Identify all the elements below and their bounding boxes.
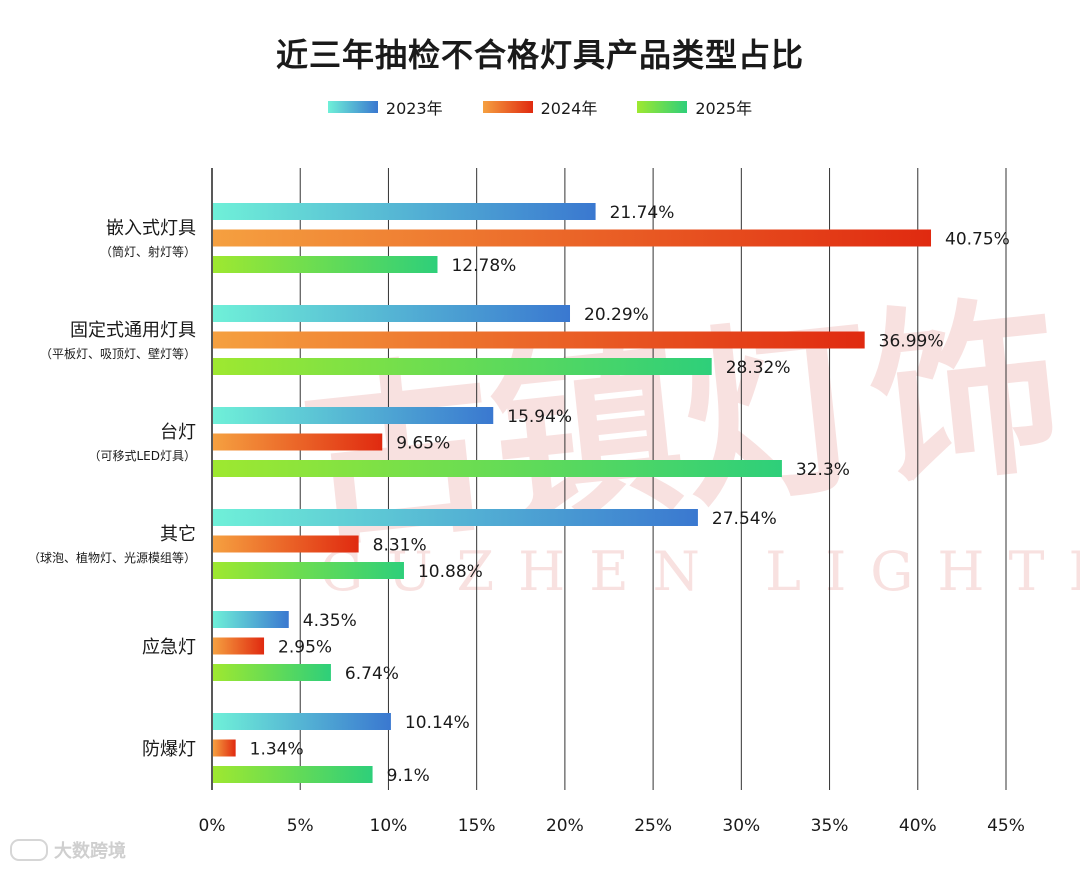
bar-2024 [213, 229, 932, 247]
category-label: 应急灯 [142, 637, 196, 658]
x-tick-label: 0% [199, 816, 226, 836]
data-label: 21.74% [610, 203, 675, 223]
bar-2023 [213, 611, 289, 628]
bar-2024 [213, 535, 359, 553]
category-sublabel: （筒灯、射灯等） [100, 244, 196, 259]
bar-2025 [213, 562, 404, 579]
bar-2024 [213, 739, 236, 757]
bar-2023 [213, 305, 571, 322]
data-label: 9.65% [396, 434, 450, 454]
bar-2025 [213, 460, 782, 477]
data-label: 15.94% [507, 407, 572, 427]
category-label: 防爆灯 [142, 739, 196, 760]
legend-swatch-2025 [637, 101, 688, 113]
chart-legend: 2023年 2024年 2025年 [0, 95, 1080, 119]
bar-2025 [213, 358, 712, 375]
bar-2024 [213, 637, 265, 655]
x-tick-label: 35% [811, 816, 849, 836]
bar-2025 [213, 256, 438, 273]
bars [213, 203, 932, 783]
bar-2024 [213, 433, 383, 451]
legend-item-2025: 2025年 [637, 95, 752, 119]
x-tick-label: 45% [987, 816, 1025, 836]
data-label: 1.34% [250, 740, 304, 760]
category-labels: 嵌入式灯具 （筒灯、射灯等） 固定式通用灯具 （平板灯、吸顶灯、壁灯等） 台灯 （可移式L… [28, 218, 196, 760]
category-label: 其它 [160, 524, 196, 545]
data-label: 10.88% [418, 562, 483, 582]
data-label: 8.31% [373, 536, 427, 556]
data-label: 9.1% [387, 766, 430, 786]
x-tick-label: 25% [634, 816, 672, 836]
category-sublabel: （平板灯、吸顶灯、壁灯等） [40, 346, 196, 361]
category-label: 台灯 [160, 422, 196, 443]
data-label: 2.95% [278, 638, 332, 658]
data-label: 10.14% [405, 713, 470, 733]
footer-logo-icon [10, 839, 48, 861]
data-label: 40.75% [945, 230, 1010, 250]
legend-item-2023: 2023年 [327, 95, 443, 119]
bar-2025 [213, 766, 373, 783]
data-label: 32.3% [796, 460, 850, 480]
bar-2023 [213, 713, 391, 730]
legend-swatch-2024 [482, 101, 533, 113]
data-label: 20.29% [584, 305, 649, 325]
bar-2025 [213, 664, 331, 681]
bar-2024 [213, 331, 865, 349]
legend-item-2024: 2024年 [482, 95, 598, 119]
x-tick-label: 20% [546, 816, 584, 836]
data-label: 28.32% [726, 358, 791, 378]
x-tick-label: 40% [899, 816, 937, 836]
x-tick-label: 30% [722, 816, 760, 836]
x-tick-label: 5% [287, 816, 314, 836]
category-sublabel: （可移式LED灯具） [88, 449, 196, 463]
legend-swatch-2023 [327, 101, 378, 113]
chart-title: 近三年抽检不合格灯具产品类型占比 [275, 36, 804, 74]
footer-watermark-text: 大数跨境 [54, 841, 126, 862]
category-label: 嵌入式灯具 [106, 218, 196, 239]
data-label: 27.54% [712, 509, 777, 529]
bar-2023 [213, 203, 596, 220]
legend-label-2023: 2023年 [385, 99, 443, 118]
category-label: 固定式通用灯具 [70, 320, 196, 341]
x-axis-ticks: 0% 5% 10% 15% 20% 25% 30% 35% 40% 45% [199, 816, 1025, 836]
x-tick-label: 15% [458, 816, 496, 836]
x-tick-label: 10% [370, 816, 408, 836]
legend-label-2025: 2025年 [695, 99, 753, 118]
legend-label-2024: 2024年 [540, 99, 598, 118]
data-label: 4.35% [303, 611, 357, 631]
data-label: 6.74% [345, 664, 399, 684]
category-sublabel: （球泡、植物灯、光源模组等） [28, 550, 196, 565]
data-labels: 21.74% 40.75% 12.78% 20.29% 36.99% 28.32% 15.9… [250, 203, 1010, 786]
bar-2023 [213, 509, 698, 526]
data-label: 12.78% [451, 256, 516, 276]
bar-2023 [213, 407, 494, 424]
data-label: 36.99% [879, 332, 944, 352]
footer-watermark: 大数跨境 [10, 837, 126, 863]
